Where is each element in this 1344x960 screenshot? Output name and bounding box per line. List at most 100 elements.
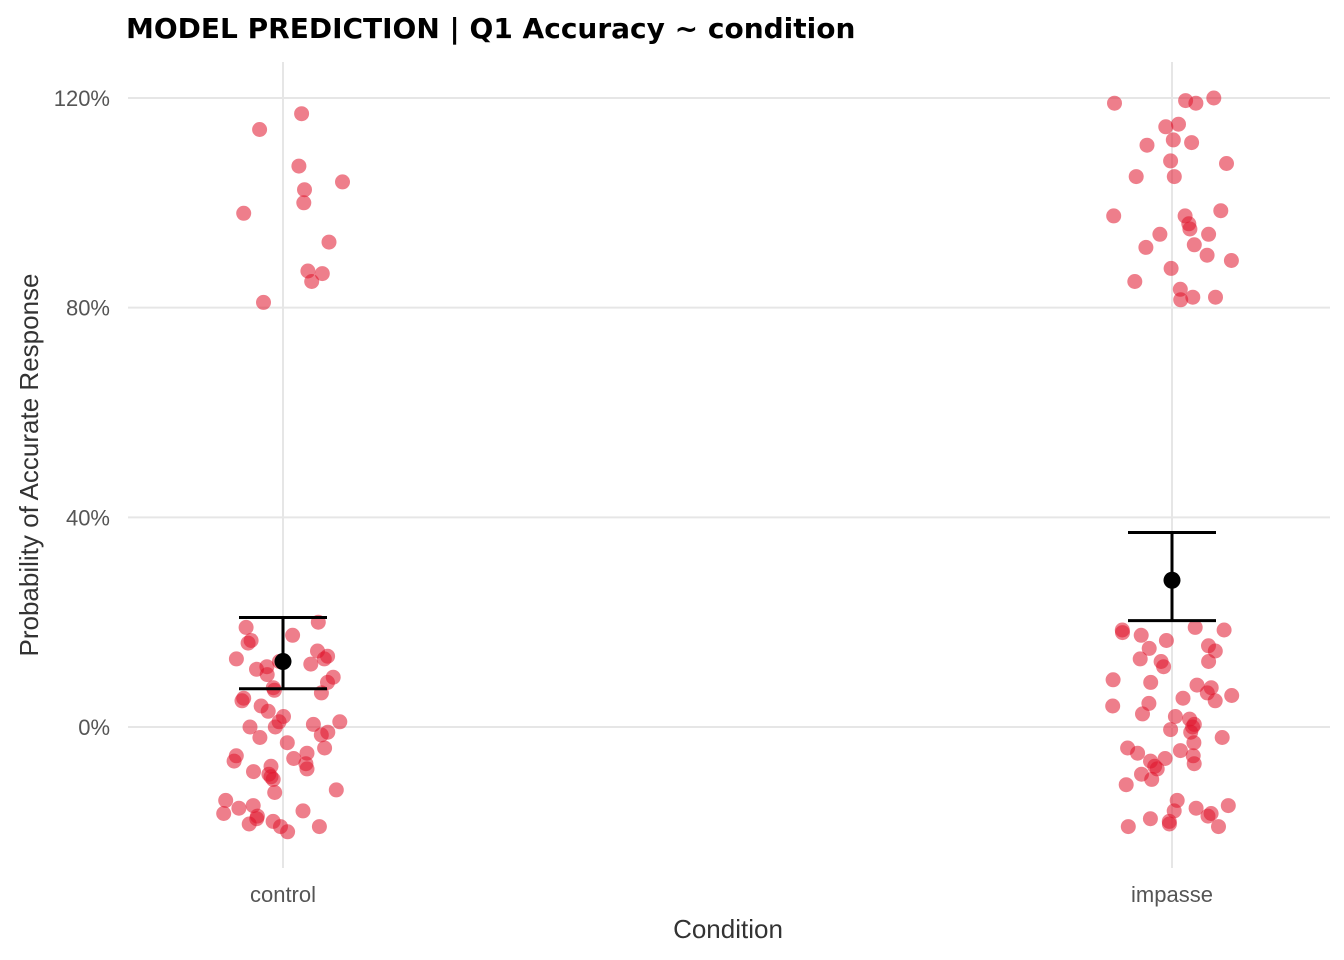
data-point bbox=[1141, 640, 1157, 656]
data-point bbox=[1188, 95, 1204, 111]
data-point bbox=[1165, 132, 1181, 148]
data-point bbox=[242, 719, 258, 735]
data-point bbox=[1130, 745, 1146, 761]
data-point bbox=[1135, 706, 1150, 722]
data-point bbox=[1144, 771, 1160, 787]
mean-point bbox=[274, 652, 292, 670]
data-point bbox=[1186, 735, 1202, 751]
data-point bbox=[1186, 756, 1202, 772]
data-point bbox=[1208, 289, 1223, 305]
data-point bbox=[1128, 169, 1144, 185]
data-point bbox=[1166, 169, 1182, 185]
data-point bbox=[218, 792, 234, 808]
data-point bbox=[314, 266, 330, 282]
data-point bbox=[1219, 156, 1234, 171]
data-point bbox=[321, 234, 337, 250]
data-point bbox=[1161, 816, 1177, 832]
data-point bbox=[328, 782, 344, 798]
data-point bbox=[1105, 698, 1121, 714]
data-point bbox=[1107, 95, 1122, 111]
data-point bbox=[267, 785, 283, 800]
data-point bbox=[1118, 777, 1134, 793]
data-point bbox=[299, 761, 315, 777]
data-point bbox=[305, 716, 321, 732]
data-point bbox=[246, 764, 261, 780]
data-point bbox=[294, 106, 310, 122]
data-point bbox=[1184, 135, 1200, 151]
data-point bbox=[1206, 90, 1222, 106]
data-point bbox=[216, 806, 232, 821]
y-tick-label: 0% bbox=[78, 715, 110, 740]
data-point bbox=[1143, 674, 1159, 690]
data-point bbox=[296, 195, 312, 211]
data-point bbox=[1158, 119, 1174, 135]
data-point bbox=[279, 735, 295, 751]
data-point bbox=[1220, 798, 1236, 814]
data-point bbox=[1213, 203, 1229, 219]
data-point bbox=[226, 753, 242, 769]
data-point bbox=[285, 627, 301, 643]
y-tick-label: 80% bbox=[66, 296, 110, 321]
data-point bbox=[1142, 811, 1158, 827]
data-point bbox=[260, 703, 276, 719]
data-point bbox=[1187, 619, 1203, 635]
data-point bbox=[231, 800, 247, 816]
data-point bbox=[316, 651, 332, 667]
data-point bbox=[1138, 239, 1154, 255]
tick-labels: 0% 40% 80% 120% control impasse bbox=[54, 86, 1213, 907]
grid bbox=[128, 62, 1330, 868]
data-point bbox=[1216, 622, 1232, 638]
data-point bbox=[1223, 253, 1239, 268]
data-point bbox=[236, 205, 252, 221]
data-point bbox=[1199, 247, 1215, 263]
data-point bbox=[1188, 800, 1204, 816]
data-point bbox=[1214, 730, 1230, 745]
data-point bbox=[228, 651, 244, 667]
data-point bbox=[241, 816, 257, 832]
data-point bbox=[280, 824, 296, 840]
data-point bbox=[1201, 654, 1217, 669]
y-tick-label: 120% bbox=[54, 86, 110, 111]
y-tick-label: 40% bbox=[66, 505, 110, 530]
data-point bbox=[1182, 221, 1198, 237]
data-point bbox=[297, 182, 312, 198]
data-point bbox=[332, 714, 348, 730]
data-point bbox=[252, 730, 268, 745]
data-point bbox=[1152, 226, 1168, 242]
data-point bbox=[1115, 625, 1130, 641]
data-point bbox=[1158, 633, 1174, 648]
summary-layer bbox=[239, 531, 1216, 691]
data-point bbox=[1224, 688, 1240, 703]
data-point bbox=[1172, 281, 1188, 297]
data-point bbox=[267, 719, 283, 735]
data-point bbox=[240, 635, 256, 651]
data-point bbox=[256, 294, 271, 310]
x-axis-title: Condition bbox=[673, 914, 783, 944]
data-point bbox=[1127, 274, 1143, 289]
data-point bbox=[238, 619, 254, 635]
data-point bbox=[1171, 116, 1186, 132]
data-point bbox=[1189, 677, 1205, 693]
data-point bbox=[252, 122, 268, 137]
data-point bbox=[259, 667, 275, 683]
data-point bbox=[1139, 137, 1155, 153]
data-points bbox=[216, 90, 1240, 840]
mean-point bbox=[1163, 571, 1181, 589]
data-point bbox=[1105, 672, 1121, 688]
data-point bbox=[311, 819, 327, 835]
data-point bbox=[313, 727, 329, 743]
data-point bbox=[335, 174, 350, 190]
data-point bbox=[286, 751, 302, 766]
data-point bbox=[303, 656, 319, 672]
data-point bbox=[1167, 709, 1183, 724]
data-point bbox=[1156, 659, 1172, 675]
data-point bbox=[1211, 819, 1226, 835]
chart-title: MODEL PREDICTION | Q1 Accuracy ~ conditi… bbox=[126, 12, 855, 45]
data-point bbox=[1185, 289, 1201, 305]
data-point bbox=[1172, 743, 1188, 759]
data-point bbox=[291, 158, 307, 174]
data-point bbox=[1133, 627, 1149, 643]
y-axis-title: Probability of Accurate Response bbox=[14, 274, 44, 657]
